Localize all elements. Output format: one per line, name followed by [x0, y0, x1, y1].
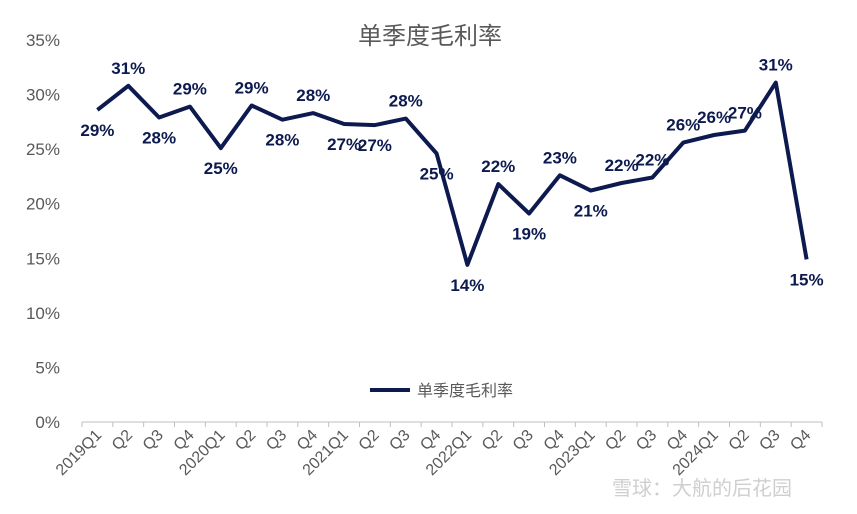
x-tick-label: Q3 [510, 427, 537, 454]
data-label: 28% [265, 131, 299, 150]
x-tick-label: Q2 [109, 427, 136, 454]
data-label: 26% [666, 116, 700, 135]
y-tick-label: 25% [26, 140, 60, 159]
data-label: 22% [605, 156, 639, 175]
x-tick-label: Q2 [356, 427, 383, 454]
data-label: 25% [204, 159, 238, 178]
x-tick-label: Q3 [756, 427, 783, 454]
series-line [96, 80, 809, 267]
x-tick-label: Q2 [726, 427, 753, 454]
data-label: 29% [173, 80, 207, 99]
x-tick-label: 2019Q1 [53, 427, 105, 479]
data-label: 21% [574, 202, 608, 221]
data-label: 22% [635, 151, 669, 170]
data-label: 14% [450, 276, 484, 295]
y-tick-label: 20% [26, 195, 60, 214]
data-label: 27% [728, 104, 762, 123]
data-label: 27% [358, 136, 392, 155]
chart-title: 单季度毛利率 [358, 22, 502, 50]
data-label: 19% [512, 225, 546, 244]
x-tick-label: Q2 [602, 427, 629, 454]
x-tick-label: Q3 [263, 427, 290, 454]
data-labels: 29%31%28%29%25%29%28%28%27%27%28%25%14%2… [80, 56, 823, 295]
x-tick-label: Q3 [386, 427, 413, 454]
data-label: 15% [790, 270, 824, 289]
data-label: 29% [80, 121, 114, 140]
x-tick-label: Q4 [787, 427, 814, 454]
y-tick-label: 30% [26, 86, 60, 105]
y-tick-label: 35% [26, 31, 60, 50]
x-tick-label: Q3 [140, 427, 167, 454]
data-label: 31% [759, 56, 793, 75]
y-tick-label: 0% [35, 413, 60, 432]
data-label: 28% [389, 92, 423, 111]
data-label: 29% [235, 78, 269, 97]
y-tick-label: 10% [26, 304, 60, 323]
data-label: 27% [327, 135, 361, 154]
x-tick-label: Q2 [232, 427, 259, 454]
data-label: 28% [296, 86, 330, 105]
data-label: 26% [697, 108, 731, 127]
data-label: 31% [111, 59, 145, 78]
x-tick-label: Q2 [479, 427, 506, 454]
watermark: 雪球：大航的后花园 [612, 476, 792, 500]
data-label: 23% [543, 148, 577, 167]
data-label: 22% [481, 157, 515, 176]
x-tick-label: Q3 [633, 427, 660, 454]
legend-label: 单季度毛利率 [417, 381, 513, 400]
y-axis: 0% 5% 10% 15% 20% 25% 30% 35% [26, 31, 60, 432]
y-tick-label: 5% [35, 358, 60, 377]
data-label: 25% [420, 165, 454, 184]
data-label: 28% [142, 128, 176, 147]
legend: 单季度毛利率 [370, 381, 513, 400]
y-tick-label: 15% [26, 249, 60, 268]
